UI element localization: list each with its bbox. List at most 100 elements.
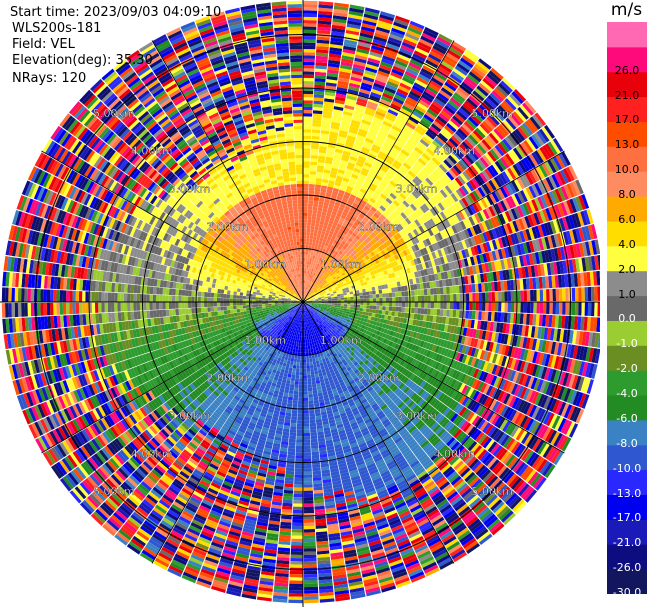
velocity-gate (364, 137, 374, 144)
velocity-gate (338, 129, 348, 135)
velocity-gate (308, 271, 312, 275)
velocity-gate (357, 131, 367, 138)
velocity-gate (311, 129, 321, 134)
velocity-gate (351, 224, 358, 230)
velocity-gate (309, 284, 312, 289)
velocity-gate (343, 45, 357, 52)
velocity-gate (365, 107, 376, 114)
velocity-gate (397, 135, 408, 144)
velocity-gate (368, 97, 380, 105)
velocity-gate (432, 74, 446, 84)
velocity-gate (303, 36, 316, 40)
velocity-gate (303, 26, 317, 31)
velocity-gate (305, 280, 308, 284)
velocity-gate (341, 156, 349, 162)
velocity-gate (420, 308, 425, 315)
velocity-gate (329, 200, 336, 205)
velocity-gate (313, 259, 317, 263)
velocity-gate (346, 308, 351, 312)
velocity-gate (311, 219, 316, 224)
velocity-gate (315, 184, 322, 189)
velocity-gate (307, 222, 312, 226)
velocity-gate (318, 197, 325, 202)
velocity-gate (347, 221, 354, 227)
velocity-gate (431, 77, 444, 87)
velocity-gate (379, 302, 383, 306)
velocity-gate (317, 165, 325, 170)
velocity-gate (344, 171, 352, 177)
velocity-gate (338, 189, 345, 195)
velocity-gate (375, 26, 391, 34)
velocity-gate (449, 309, 454, 318)
velocity-gate (309, 167, 317, 172)
velocity-gate (320, 130, 330, 135)
velocity-gate (329, 263, 333, 268)
velocity-gate (325, 192, 332, 197)
velocity-gate (367, 200, 375, 207)
velocity-gate (383, 117, 394, 125)
velocity-gate (336, 233, 342, 239)
velocity-gate (368, 312, 373, 317)
velocity-gate (395, 15, 410, 24)
velocity-gate (413, 50, 428, 59)
velocity-gate (350, 299, 354, 302)
velocity-gate (316, 168, 324, 173)
velocity-gate (305, 270, 308, 274)
velocity-gate (350, 304, 354, 308)
velocity-gate (314, 78, 326, 83)
velocity-gate (453, 293, 457, 302)
velocity-gate (327, 183, 334, 188)
velocity-gate (334, 236, 340, 242)
velocity-gate (319, 142, 328, 148)
velocity-gate (326, 246, 331, 251)
velocity-gate (333, 109, 343, 114)
velocity-gate (400, 312, 405, 318)
velocity-gate (408, 116, 420, 125)
velocity-gate (328, 137, 337, 143)
velocity-gate (350, 76, 362, 83)
velocity-gate (319, 247, 324, 252)
velocity-gate (356, 48, 370, 55)
velocity-gate (381, 58, 394, 66)
velocity-gate (443, 302, 447, 310)
velocity-gate (303, 10, 318, 14)
velocity-gate (428, 53, 442, 63)
velocity-gate (317, 271, 321, 275)
velocity-gate (358, 289, 363, 293)
velocity-gate (367, 57, 381, 65)
velocity-gate (478, 302, 483, 311)
velocity-gate (421, 295, 425, 302)
velocity-gate (308, 264, 311, 268)
velocity-gate (385, 136, 396, 144)
velocity-gate (340, 61, 353, 67)
velocity-gate (329, 43, 343, 49)
velocity-gate (308, 196, 314, 201)
velocity-gate (319, 220, 325, 225)
velocity-gate (426, 288, 431, 296)
velocity-gate (488, 292, 492, 302)
velocity-gate (395, 157, 405, 165)
velocity-gate (331, 31, 345, 37)
velocity-gate (417, 308, 422, 314)
velocity-gate (390, 128, 401, 136)
velocity-gate (405, 296, 409, 302)
velocity-gate (374, 32, 389, 40)
velocity-gate (366, 134, 376, 141)
velocity-gate (388, 292, 393, 298)
velocity-gate (319, 191, 326, 196)
velocity-gate (306, 290, 309, 294)
velocity-gate (313, 90, 325, 95)
velocity-gate (423, 308, 428, 315)
velocity-gate (315, 266, 319, 271)
velocity-gate (322, 208, 328, 213)
velocity-gate (507, 302, 512, 313)
velocity-gate (336, 212, 342, 218)
velocity-gate (339, 71, 351, 77)
velocity-gate (422, 29, 438, 39)
velocity-gate (469, 293, 473, 302)
velocity-gate (346, 232, 352, 238)
velocity-gate (325, 82, 337, 87)
velocity-gate (337, 305, 341, 308)
velocity-gate (316, 278, 320, 282)
velocity-gate (318, 149, 327, 154)
